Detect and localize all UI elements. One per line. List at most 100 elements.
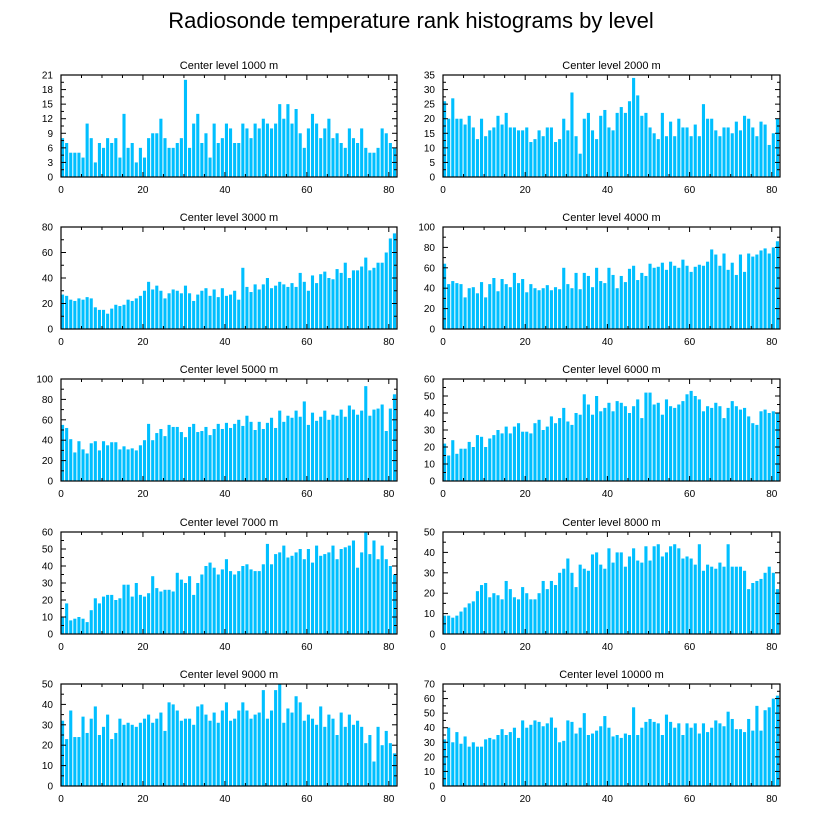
y-tick-label: 0 [429,325,435,336]
bar [553,585,558,634]
bar [533,139,537,177]
bar [290,555,294,634]
bar [196,113,200,177]
bar [734,121,738,177]
bar [319,706,323,786]
bar [632,77,636,177]
bar [192,300,196,329]
x-tick-label: 60 [684,337,696,348]
bar [327,118,331,177]
bar [471,742,475,786]
bar [599,726,603,786]
bar [343,726,347,786]
bar [269,710,274,786]
bar [599,281,603,329]
chart-title: Center level 3000 m [180,212,278,224]
bar [447,284,451,329]
bar [151,133,155,177]
bar [747,253,751,329]
bar [496,595,500,634]
bar [636,399,640,481]
bar [677,267,681,329]
bar [319,555,323,634]
bar [61,138,65,177]
bar [578,564,582,634]
bar [496,115,500,177]
bar [718,723,722,786]
bar [734,274,738,329]
x-tick-label: 40 [219,337,231,348]
bar [237,419,241,481]
bar [93,307,97,329]
bar [664,552,669,634]
bar [677,723,681,786]
bar [586,404,590,481]
bar [496,735,500,786]
y-tick-label: 60 [424,263,436,274]
bar [664,136,669,177]
x-tick-label: 40 [602,642,614,653]
bar [126,584,130,634]
x-tick-label: 0 [440,185,446,196]
bar [81,299,85,329]
x-tick-label: 40 [219,794,231,805]
bar [265,718,269,786]
bar [644,392,648,481]
bar [347,128,351,177]
bar [196,583,200,634]
bar [607,727,611,786]
chart-title: Center level 10000 m [559,669,664,681]
bar [722,253,726,329]
bar [294,286,298,329]
bar [447,118,451,177]
bar [384,431,388,481]
bar [562,568,566,634]
bar [738,130,743,177]
bar [388,143,392,177]
bar [488,737,492,786]
bar [151,576,155,634]
bar [335,133,339,177]
bar [767,253,771,329]
bar [372,409,376,481]
bar [763,124,767,177]
bar [73,737,77,786]
bar [521,279,525,329]
bar [351,409,356,481]
bar [652,721,656,786]
bar [372,540,376,634]
bar [710,407,714,481]
bar [110,308,114,329]
bar [196,432,200,481]
bar [65,295,69,329]
bar [343,262,347,329]
bar [372,761,376,786]
bar [310,718,315,786]
bar [726,269,730,329]
bar [607,548,611,634]
bar [451,742,455,786]
bar [611,411,615,481]
bar [615,401,619,481]
bar [261,118,265,177]
bar [681,401,685,481]
bar [656,402,660,481]
bar [734,566,738,634]
bar [570,424,574,481]
x-tick-label: 60 [684,642,696,653]
bar [595,396,599,481]
bar [257,289,261,329]
bar [755,254,759,329]
bar [697,544,701,634]
chart-title: Center level 5000 m [180,364,278,376]
bar [743,271,747,329]
y-tick-label: 21 [42,71,54,82]
bar [298,549,302,634]
bar [644,721,648,786]
bar [590,130,595,177]
bar [310,113,315,177]
y-tick-label: 80 [42,223,54,234]
bar [500,433,504,481]
x-tick-label: 80 [766,642,778,653]
bar [574,413,578,481]
